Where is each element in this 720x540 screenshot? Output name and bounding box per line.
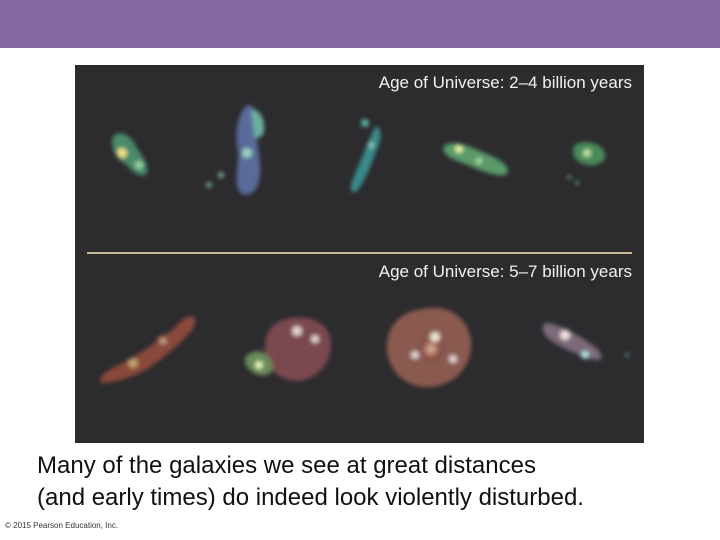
galaxy-images xyxy=(100,105,629,387)
caption: Many of the galaxies we see at great dis… xyxy=(37,450,697,514)
galaxy-top-3 xyxy=(350,119,381,193)
galaxy-top-4 xyxy=(443,143,508,176)
galaxy-bottom-3 xyxy=(386,307,472,387)
caption-line-1: Many of the galaxies we see at great dis… xyxy=(37,452,536,479)
galaxy-bottom-4 xyxy=(542,323,629,361)
panel-label-bottom: Age of Universe: 5–7 billion years xyxy=(378,262,632,281)
galaxy-top-2 xyxy=(206,105,265,195)
galaxy-top-5 xyxy=(567,142,606,185)
panel-label-top: Age of Universe: 2–4 billion years xyxy=(378,73,632,92)
caption-line-2: (and early times) do indeed look violent… xyxy=(37,484,584,511)
galaxy-bottom-1 xyxy=(100,315,196,383)
panel-divider xyxy=(87,252,632,254)
galaxy-figure: Age of Universe: 2–4 billion years Age o… xyxy=(75,65,644,443)
header-bar xyxy=(0,0,720,48)
galaxy-bottom-2 xyxy=(244,317,331,381)
copyright-notice: © 2015 Pearson Education, Inc. xyxy=(5,521,119,530)
galaxy-top-1 xyxy=(112,133,148,176)
